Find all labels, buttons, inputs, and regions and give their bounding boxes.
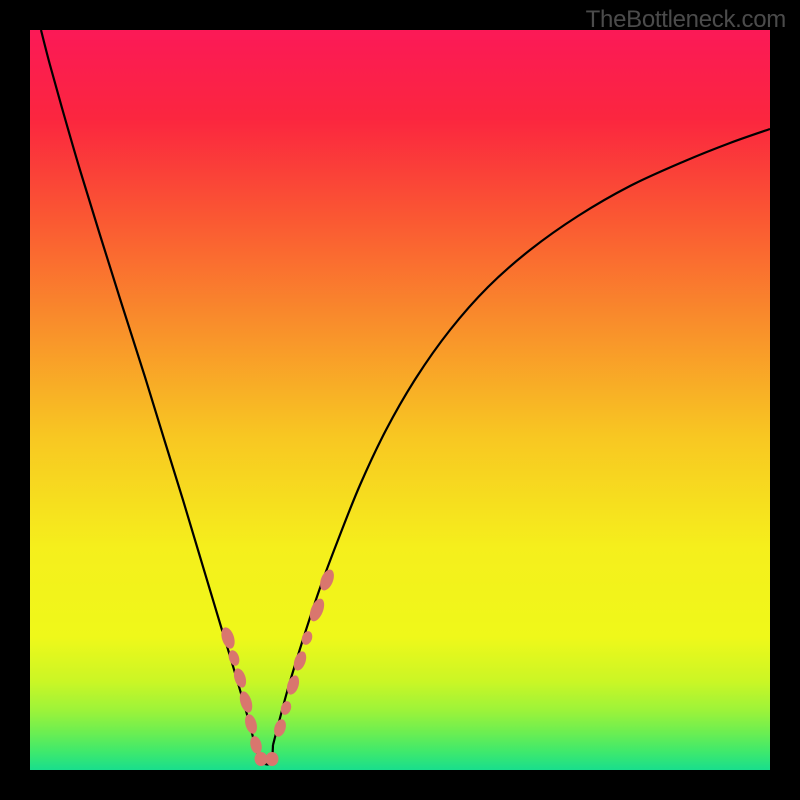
curve-right-branch — [273, 129, 770, 745]
watermark-text: TheBottleneck.com — [586, 6, 786, 34]
marker-bead — [272, 718, 288, 739]
markers-right-string — [272, 568, 337, 739]
marker-bead — [266, 752, 279, 766]
plot-area — [30, 30, 770, 770]
curve-layer — [30, 30, 770, 770]
marker-bead — [243, 713, 259, 735]
markers-left-string — [219, 626, 279, 766]
